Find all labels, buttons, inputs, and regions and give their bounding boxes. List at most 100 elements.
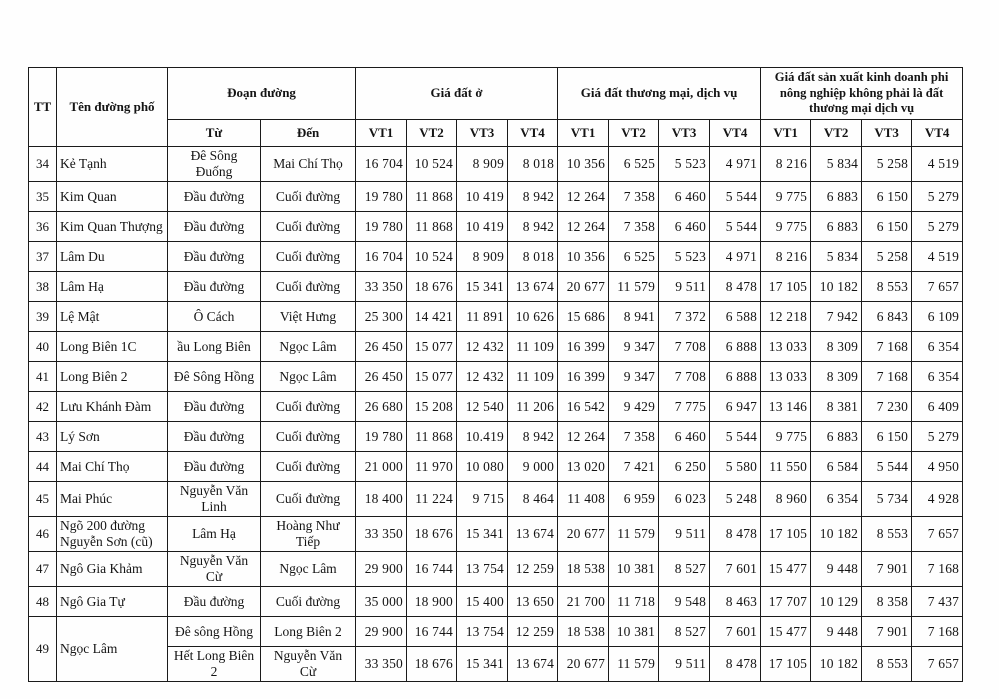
price-value-cell: 7 168 <box>861 331 913 362</box>
row-number-cell: 36 <box>28 211 57 242</box>
street-name-cell: Lý Sơn <box>56 421 168 452</box>
price-value-cell: 5 258 <box>861 241 913 272</box>
table-row: 49 Ngọc Lâm Đê sông Hồng Long Biên 2 29 900 1… <box>28 616 964 682</box>
price-value-cell: 7 358 <box>608 211 660 242</box>
section-from-cell: Đầu đường <box>167 241 261 272</box>
price-value-cell: 4 950 <box>911 451 964 482</box>
section-to-cell: Việt Hưng <box>259 301 357 332</box>
price-value-cell: 11 868 <box>406 181 458 212</box>
price-value-cell: 6 959 <box>608 481 660 517</box>
table-row: 45 Mai Phúc Nguyễn Văn Linh Cuối đường 18 40… <box>28 481 964 517</box>
price-value-cell: 15 686 <box>557 301 610 332</box>
price-value-cell: 9 775 <box>760 181 812 212</box>
header-to: Đến <box>259 119 357 147</box>
land-price-table: TT Tên đường phố Đoạn đường Giá đất ở Gi… <box>28 67 964 682</box>
price-value-cell: 6 525 <box>608 241 660 272</box>
price-value-cell: 5 523 <box>658 146 711 182</box>
price-value-cell: 16 542 <box>557 391 610 422</box>
price-value-cell: 8 464 <box>507 481 559 517</box>
section-from-cell: Đê Sông Đuống <box>167 146 261 182</box>
vt-header: VT1 <box>557 119 610 147</box>
price-value-cell: 5 258 <box>861 146 913 182</box>
table-row: 43 Lý Sơn Đầu đường Cuối đường 19 780 11 868 1… <box>28 421 964 452</box>
price-value-cell: 11 579 <box>608 646 660 682</box>
price-value-cell: 7 775 <box>658 391 711 422</box>
section-from-cell: Đầu đường <box>167 181 261 212</box>
price-value-cell: 14 421 <box>406 301 458 332</box>
price-value-cell: 29 900 <box>355 616 408 647</box>
price-value-cell: 26 450 <box>355 331 408 362</box>
price-value-cell: 6 883 <box>810 181 863 212</box>
price-value-cell: 5 523 <box>658 241 711 272</box>
price-value-cell: 16 744 <box>406 616 458 647</box>
price-value-cell: 8 553 <box>861 271 913 302</box>
price-value-cell: 7 168 <box>911 551 964 587</box>
section-from-cell: Đê Sông Hồng <box>167 361 261 392</box>
price-value-cell: 15 341 <box>456 271 509 302</box>
section-to-cell: Cuối đường <box>259 211 357 242</box>
section-from-cell: Đầu đường <box>167 586 261 617</box>
table-row: 40 Long Biên 1C ầu Long Biên Ngọc Lâm 26 450… <box>28 331 964 362</box>
section-from-cell: Nguyễn Văn Linh <box>167 481 261 517</box>
street-name-cell: Ngô Gia Khảm <box>56 551 168 587</box>
price-value-cell: 5 279 <box>911 211 964 242</box>
price-value-cell: 26 450 <box>355 361 408 392</box>
street-name-cell: Kẻ Tạnh <box>56 146 168 182</box>
price-value-cell: 6 354 <box>911 361 964 392</box>
price-value-cell: 26 680 <box>355 391 408 422</box>
price-value-cell: 6 888 <box>709 331 762 362</box>
price-value-cell: 21 700 <box>557 586 610 617</box>
vt-header: VT2 <box>608 119 660 147</box>
price-value-cell: 7 942 <box>810 301 863 332</box>
price-value-cell: 9 448 <box>810 551 863 587</box>
price-value-cell: 13 674 <box>507 516 559 552</box>
price-value-cell: 7 657 <box>911 516 964 552</box>
price-value-cell: 10 381 <box>608 616 660 647</box>
price-value-cell: 18 676 <box>406 271 458 302</box>
row-number-cell: 44 <box>28 451 57 482</box>
price-value-cell: 6 883 <box>810 211 863 242</box>
price-value-cell: 8 381 <box>810 391 863 422</box>
vt-header: VT3 <box>456 119 509 147</box>
header-street-name: Tên đường phố <box>56 67 168 147</box>
price-value-cell: 6 883 <box>810 421 863 452</box>
price-value-cell: 21 000 <box>355 451 408 482</box>
header-residential-price-group: Giá đất ở <box>355 67 559 120</box>
price-value-cell: 8 463 <box>709 586 762 617</box>
row-number-cell: 35 <box>28 181 57 212</box>
price-value-cell: 6 150 <box>861 421 913 452</box>
section-from-cell: Nguyễn Văn Cừ <box>167 551 261 587</box>
street-name-cell: Lâm Du <box>56 241 168 272</box>
price-value-cell: 10 356 <box>557 241 610 272</box>
price-value-cell: 18 900 <box>406 586 458 617</box>
price-value-cell: 10 182 <box>810 646 863 682</box>
street-name-cell: Lâm Hạ <box>56 271 168 302</box>
price-value-cell: 9 511 <box>658 516 711 552</box>
price-value-cell: 4 971 <box>709 146 762 182</box>
table-row: 46 Ngõ 200 đường Nguyễn Sơn (cũ) Lâm Hạ Hoà… <box>28 516 964 552</box>
price-value-cell: 33 350 <box>355 271 408 302</box>
price-value-cell: 8 941 <box>608 301 660 332</box>
price-value-cell: 8 216 <box>760 241 812 272</box>
price-value-cell: 13 033 <box>760 331 812 362</box>
price-value-cell: 16 744 <box>406 551 458 587</box>
price-value-cell: 6 584 <box>810 451 863 482</box>
price-value-cell: 12 264 <box>557 211 610 242</box>
price-value-cell: 10 182 <box>810 516 863 552</box>
price-value-cell: 9 511 <box>658 646 711 682</box>
price-value-cell: 11 579 <box>608 271 660 302</box>
vt-header: VT4 <box>709 119 762 147</box>
street-name-cell: Long Biên 1C <box>56 331 168 362</box>
table-row: 42 Lưu Khánh Đàm Đầu đường Cuối đường 26 680… <box>28 391 964 422</box>
row-number-cell: 41 <box>28 361 57 392</box>
price-value-cell: 15 341 <box>456 646 509 682</box>
price-value-cell: 13 754 <box>456 551 509 587</box>
price-value-cell: 12 432 <box>456 331 509 362</box>
price-value-cell: 11 868 <box>406 421 458 452</box>
price-value-cell: 6 150 <box>861 181 913 212</box>
section-to-cell: Long Biên 2 <box>259 616 357 647</box>
price-value-cell: 18 400 <box>355 481 408 517</box>
price-value-cell: 10 524 <box>406 241 458 272</box>
section-from-cell: Đầu đường <box>167 451 261 482</box>
